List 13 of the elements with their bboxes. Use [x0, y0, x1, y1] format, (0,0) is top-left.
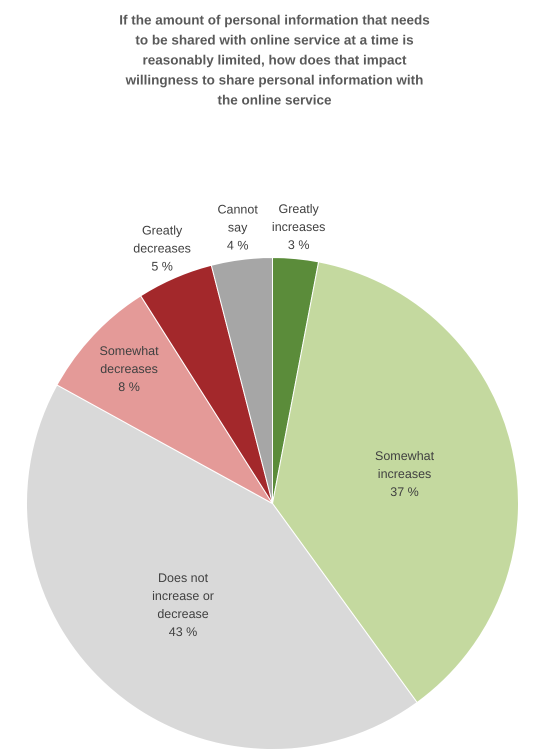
slice-label: Somewhat decreases: [100, 344, 160, 376]
data-label: 4 %: [226, 238, 248, 253]
data-label: 8 %: [118, 380, 140, 394]
slice-label: Cannot say: [218, 202, 258, 235]
data-label: 37 %: [390, 484, 419, 499]
chart-title: If the amount of personal information that needs to be shared with online service at a time is reasonably limited, how does that impact willingness to share personal information with the online service: [119, 12, 430, 108]
slice-label: Does not increase or decrease: [152, 570, 214, 621]
data-label: 43 %: [168, 624, 198, 639]
slice-label: Somewhat increases: [375, 448, 435, 481]
slice-label: Greatly increases: [272, 202, 326, 234]
data-label: 3 %: [288, 238, 310, 252]
slice-label: Greatly decreases: [133, 223, 191, 256]
data-label: 5 %: [151, 259, 173, 274]
